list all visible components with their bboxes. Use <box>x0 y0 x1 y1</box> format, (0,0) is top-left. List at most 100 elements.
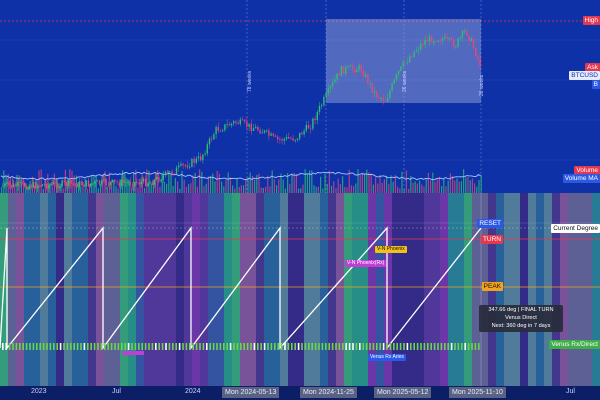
direct-tick <box>331 343 334 350</box>
time-highlight-3[interactable]: Mon 2025-05-12 <box>374 387 432 398</box>
direct-tick <box>359 343 361 350</box>
info-line-2: Venus Direct <box>505 315 537 321</box>
degree-band <box>208 193 216 386</box>
direct-tick <box>447 343 449 350</box>
degree-band <box>72 193 80 386</box>
volume-bar <box>236 178 238 193</box>
degree-band <box>512 193 520 386</box>
vn-phoenix-badge[interactable]: V-N Phoenix <box>375 246 407 253</box>
direct-tick <box>311 343 313 350</box>
direct-tick <box>114 343 116 350</box>
time-axis[interactable]: 2023 Jul 2024 Mon 2024-05-13 Mon 2024-11… <box>0 386 600 400</box>
candle <box>422 39 424 49</box>
candle <box>156 173 158 181</box>
direct-tick <box>93 343 96 350</box>
volume-bar <box>126 178 128 193</box>
volume-bar <box>100 183 102 193</box>
volume-bar <box>469 180 471 193</box>
candle <box>184 164 186 169</box>
volume-bar <box>240 185 242 193</box>
volume-bar <box>423 186 425 193</box>
candle <box>411 53 413 59</box>
degree-band <box>200 193 208 386</box>
direct-tick <box>144 343 147 350</box>
direct-tick <box>464 343 466 350</box>
degree-band <box>392 193 400 386</box>
volume-bar <box>295 174 297 193</box>
direct-tick <box>454 343 456 350</box>
direct-tick <box>345 343 347 350</box>
volume-bar <box>95 176 97 193</box>
candle <box>296 138 299 142</box>
volume-bar <box>403 188 405 193</box>
candle <box>318 101 321 115</box>
direct-tick <box>15 343 18 350</box>
direct-tick <box>325 343 327 350</box>
direct-tick <box>246 343 249 350</box>
time-highlight-1[interactable]: Mon 2024-05-13 <box>222 387 280 398</box>
volume-bar <box>445 186 447 193</box>
volume-bar <box>348 169 350 193</box>
degree-band <box>128 193 136 386</box>
candle <box>94 179 96 188</box>
volume-bar <box>388 183 390 193</box>
direct-tick <box>284 343 286 350</box>
volume-bar <box>93 176 95 193</box>
degree-band <box>504 193 512 386</box>
candle <box>160 178 162 184</box>
venus-rx-aries-badge[interactable]: Venus Rx Aries <box>368 354 406 361</box>
degree-band <box>256 193 264 386</box>
weeks-26-label: 26 weeks <box>402 70 408 92</box>
direct-tick <box>478 343 480 350</box>
candle <box>301 131 303 135</box>
oscillator-pane[interactable]: V-N Phoenix(Rx) V-N Phoenix Venus Rx Ari… <box>0 193 600 386</box>
direct-tick <box>117 343 120 350</box>
direct-tick <box>263 343 266 350</box>
weeks-78-label: 78 weeks <box>247 70 253 92</box>
candle <box>466 29 468 37</box>
candle <box>21 180 24 186</box>
direct-tick <box>274 343 276 350</box>
candle <box>153 178 156 189</box>
volume-bar <box>104 171 106 193</box>
candle <box>186 160 189 170</box>
direct-tick <box>185 343 188 350</box>
time-highlight-2[interactable]: Mon 2024-11-25 <box>300 387 357 398</box>
volume-bar <box>430 180 432 193</box>
candle <box>118 179 120 189</box>
reset-tag: RESET <box>477 219 503 228</box>
degree-band <box>560 193 568 386</box>
candle <box>90 183 92 188</box>
candle <box>68 178 70 190</box>
time-highlight-4[interactable]: Mon 2025-11-10 <box>449 387 506 398</box>
direct-tick <box>297 343 300 350</box>
direct-tick <box>141 343 143 350</box>
volume-bar <box>436 179 438 193</box>
degree-band <box>16 193 24 386</box>
candle <box>171 169 173 177</box>
volume-bar <box>302 184 304 193</box>
degree-band <box>136 193 144 386</box>
ask-tag: Ask <box>585 63 600 72</box>
candle <box>362 66 365 78</box>
volume-bar <box>7 173 9 193</box>
symbol-tag[interactable]: BTCUSD <box>569 71 600 80</box>
volume-bar <box>111 179 113 193</box>
candle <box>367 72 369 86</box>
candle <box>415 47 417 53</box>
volume-bar <box>58 184 60 193</box>
volume-bar <box>476 186 478 193</box>
vn-phoenix-rx-badge[interactable]: V-N Phoenix(Rx) <box>345 260 387 267</box>
candle <box>332 78 334 90</box>
price-pane[interactable]: 78 weeks 26 weeks 26 weeks High Ask BTCU… <box>0 0 600 193</box>
direct-tick <box>36 343 38 350</box>
selection-range-box[interactable] <box>326 19 481 103</box>
volume-bar <box>16 174 18 193</box>
direct-tick <box>382 343 385 350</box>
volume-bar <box>227 172 229 193</box>
direct-tick <box>189 343 191 350</box>
degree-band <box>40 193 48 386</box>
direct-tick <box>372 343 375 350</box>
candle <box>257 125 259 132</box>
volume-bar <box>141 175 143 193</box>
